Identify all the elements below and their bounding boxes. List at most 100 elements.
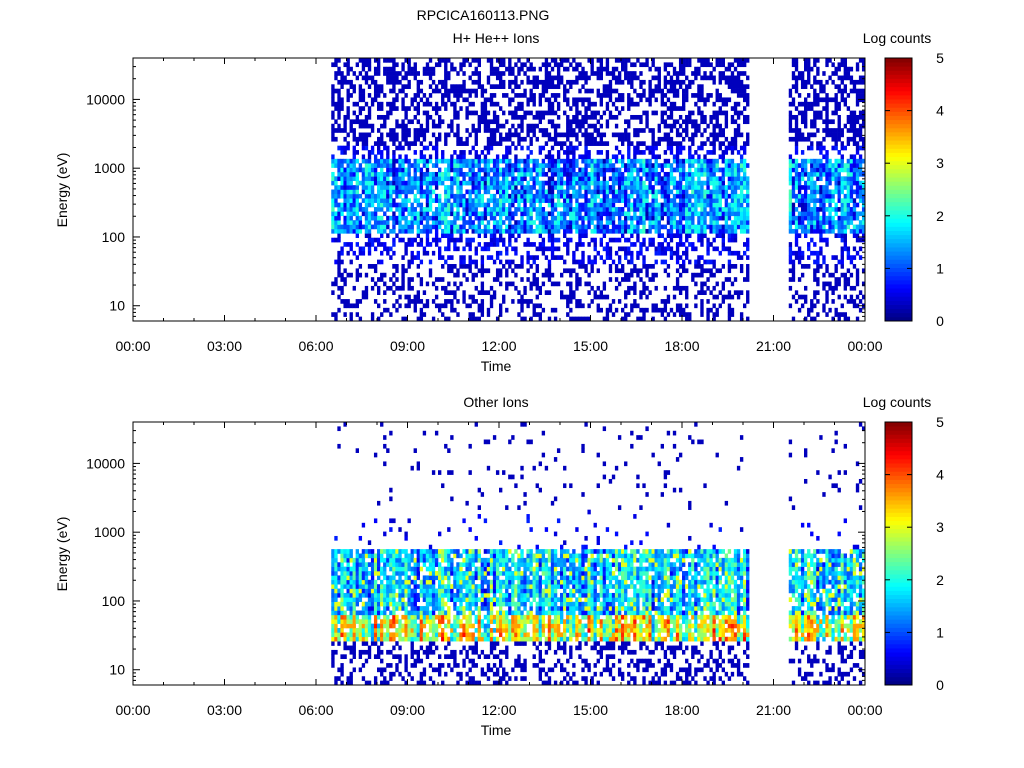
heatmap-cell: [584, 180, 588, 186]
heatmap-cell: [791, 128, 796, 133]
heatmap-cell: [560, 58, 564, 63]
heatmap-cell: [364, 79, 369, 85]
heatmap-cell: [700, 228, 704, 234]
heatmap-cell: [660, 163, 664, 168]
heatmap-cell: [654, 211, 658, 217]
heatmap-cell: [502, 237, 506, 243]
heatmap-cell: [633, 132, 637, 138]
heatmap-cell: [672, 185, 677, 190]
heatmap-cell: [791, 136, 796, 142]
heatmap-cell: [733, 136, 738, 142]
heatmap-cell: [715, 220, 719, 225]
heatmap-cell: [349, 220, 353, 225]
heatmap-cell: [413, 66, 417, 72]
heatmap-cell: [645, 264, 649, 269]
heatmap-cell: [746, 97, 750, 103]
heatmap-cell: [413, 294, 417, 300]
heatmap-cell: [474, 185, 478, 190]
heatmap-cell: [480, 303, 485, 309]
heatmap-cell: [502, 211, 506, 217]
heatmap-cell: [480, 110, 485, 116]
heatmap-cell: [526, 79, 530, 85]
heatmap-cell: [572, 101, 576, 107]
heatmap-cell: [703, 58, 707, 63]
heatmap-cell: [608, 202, 613, 208]
heatmap-cell: [810, 198, 814, 203]
heatmap-cell: [416, 228, 420, 234]
heatmap-cell: [447, 246, 451, 252]
heatmap-cell: [819, 228, 823, 234]
heatmap-cell: [685, 316, 689, 322]
heatmap-cell: [459, 88, 463, 94]
heatmap-cell: [517, 171, 521, 177]
heatmap-cell: [447, 207, 451, 212]
heatmap-cell: [462, 228, 466, 234]
heatmap-cell: [343, 180, 347, 186]
heatmap-cell: [453, 224, 457, 230]
heatmap-cell: [746, 224, 750, 230]
heatmap-cell: [526, 277, 530, 282]
heatmap-cell: [508, 264, 512, 269]
heatmap-cell: [639, 163, 643, 168]
heatmap-cell: [700, 307, 704, 313]
heatmap-cell: [508, 150, 512, 155]
heatmap-cell: [392, 185, 396, 190]
heatmap-cell: [630, 185, 634, 190]
heatmap-cell: [804, 58, 808, 63]
heatmap-cell: [413, 237, 417, 243]
heatmap-cell: [575, 123, 579, 129]
heatmap-cell: [569, 290, 573, 295]
heatmap-cell: [678, 189, 683, 195]
heatmap-cell: [743, 207, 747, 212]
heatmap-cell: [505, 215, 509, 221]
heatmap-cell: [404, 316, 408, 322]
heatmap-cell: [380, 132, 384, 138]
heatmap-cell: [505, 211, 509, 217]
heatmap-cell: [584, 150, 588, 155]
heatmap-cell: [468, 246, 472, 252]
heatmap-cell: [441, 171, 445, 177]
heatmap-cell: [499, 58, 503, 63]
heatmap-cell: [563, 215, 567, 221]
heatmap-cell: [663, 110, 668, 116]
heatmap-cell: [602, 163, 607, 168]
heatmap-cell: [563, 268, 567, 274]
heatmap-cell: [602, 88, 607, 94]
heatmap-cell: [605, 101, 610, 107]
heatmap-cell: [526, 132, 530, 138]
heatmap-cell: [502, 62, 506, 68]
heatmap-cell: [343, 62, 347, 68]
heatmap-cell: [605, 294, 610, 300]
heatmap-cell: [386, 189, 390, 195]
heatmap-cell: [401, 136, 405, 142]
heatmap-cell: [334, 277, 338, 282]
heatmap-cell: [380, 272, 384, 278]
heatmap-cell: [511, 114, 515, 120]
heatmap-cell: [395, 264, 399, 269]
heatmap-cell: [502, 228, 506, 234]
heatmap-cell: [346, 176, 350, 182]
heatmap-cell: [560, 189, 564, 195]
heatmap-cell: [718, 303, 722, 309]
heatmap-cell: [654, 285, 658, 291]
heatmap-cell: [434, 176, 439, 182]
heatmap-cell: [718, 185, 722, 190]
heatmap-cell: [529, 316, 533, 322]
heatmap-cell: [553, 246, 558, 252]
heatmap-cell: [416, 88, 420, 94]
heatmap-cell: [743, 215, 747, 221]
heatmap-cell: [502, 242, 506, 247]
heatmap-cell: [416, 189, 420, 195]
heatmap-cell: [404, 224, 408, 230]
heatmap-cell: [636, 250, 640, 256]
heatmap-cell: [569, 272, 573, 278]
heatmap-cell: [706, 62, 710, 68]
heatmap-cell: [514, 246, 518, 252]
heatmap-cell: [383, 189, 387, 195]
heatmap-cell: [550, 167, 555, 173]
heatmap-cell: [398, 71, 402, 76]
heatmap-cell: [450, 101, 454, 107]
heatmap-cell: [825, 158, 829, 164]
heatmap-cell: [587, 163, 591, 168]
heatmap-cell: [413, 211, 417, 217]
